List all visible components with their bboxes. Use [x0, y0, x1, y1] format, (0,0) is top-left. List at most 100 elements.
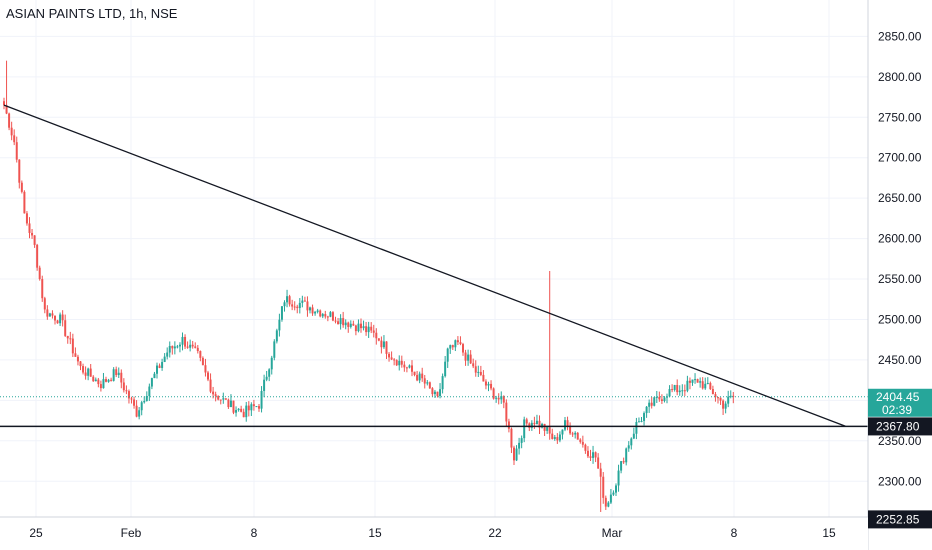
candle	[117, 367, 120, 378]
candle-body	[298, 302, 301, 309]
candle	[311, 304, 314, 316]
candle-body	[694, 379, 697, 381]
candle-body	[714, 394, 717, 398]
candle-body	[135, 405, 138, 417]
candle-body	[546, 427, 549, 431]
candle	[541, 422, 544, 429]
candle-body	[525, 419, 528, 424]
candle	[666, 393, 668, 404]
candle	[433, 389, 436, 398]
price-axis[interactable]: 2300.002350.002400.002450.002500.002550.…	[867, 0, 932, 550]
candle	[260, 386, 263, 413]
candle-body	[20, 182, 23, 192]
candle-body	[214, 394, 217, 396]
candle	[201, 356, 204, 366]
candle-body	[41, 279, 44, 299]
candle	[76, 354, 79, 366]
candle	[454, 339, 457, 352]
candle	[265, 370, 268, 382]
candle	[569, 422, 572, 435]
candle-body	[329, 312, 332, 317]
candle	[507, 418, 510, 433]
candle-body	[586, 450, 589, 457]
candle-body	[357, 323, 360, 332]
candle	[653, 396, 656, 407]
candle-body	[594, 452, 597, 458]
candle	[252, 399, 255, 411]
candle-body	[107, 379, 110, 382]
candle	[153, 371, 156, 379]
candle-body	[349, 323, 352, 327]
candle	[245, 401, 248, 422]
candle-body	[87, 368, 90, 376]
candle	[342, 311, 345, 328]
candle	[224, 398, 227, 400]
candle	[594, 451, 597, 463]
candle	[173, 341, 176, 355]
candle-body	[176, 346, 179, 348]
time-axis[interactable]: 25 Feb 8 15 22 Mar 8 15	[0, 516, 868, 550]
candle-body	[533, 422, 536, 425]
candle	[683, 384, 686, 396]
candle-body	[79, 361, 82, 367]
candle	[620, 461, 623, 474]
candle	[5, 60, 8, 115]
candle-body	[497, 397, 500, 400]
candle-body	[247, 405, 250, 411]
candle	[240, 405, 243, 413]
candle	[441, 373, 444, 394]
candle	[263, 374, 266, 398]
candle-body	[428, 382, 431, 389]
candle	[135, 400, 138, 418]
candle-body	[309, 307, 311, 311]
candle	[535, 414, 538, 425]
candle-body	[127, 391, 130, 399]
candle	[344, 319, 347, 330]
candle	[706, 377, 709, 385]
candle-body	[199, 351, 202, 358]
candle-body	[719, 397, 722, 401]
candle-body	[510, 428, 513, 448]
candle	[625, 447, 628, 466]
candle	[127, 389, 130, 404]
candle-body	[38, 267, 41, 280]
candle-body	[250, 404, 253, 411]
candle	[671, 384, 674, 393]
time-tick-label: 15	[368, 526, 382, 540]
candle-body	[729, 395, 732, 397]
candle	[23, 190, 26, 214]
candle	[171, 345, 174, 355]
candle-body	[227, 399, 230, 408]
candle	[10, 121, 13, 141]
level-price-label: 2252.85	[876, 512, 920, 526]
candle	[411, 360, 413, 377]
candle	[439, 383, 442, 399]
candle	[388, 352, 391, 362]
candle	[186, 341, 189, 349]
candle-body	[354, 325, 357, 332]
candle	[637, 417, 640, 423]
candle	[556, 433, 559, 444]
candle	[357, 319, 360, 333]
candle	[125, 385, 128, 395]
candle-body	[71, 338, 74, 354]
candle-body	[717, 397, 719, 399]
candle	[479, 365, 482, 377]
candle	[607, 501, 610, 508]
candle-body	[564, 420, 566, 430]
candle	[597, 453, 600, 469]
candle-body	[416, 374, 419, 381]
price-tick-label: 2500.00	[878, 312, 922, 326]
candle	[92, 375, 95, 382]
candle-body	[464, 352, 467, 361]
candle	[15, 136, 18, 163]
candle-body	[370, 326, 373, 331]
candle-body	[421, 373, 424, 379]
candle-body	[405, 367, 408, 369]
candle	[487, 381, 490, 392]
candle-body	[423, 378, 426, 384]
candle-body	[400, 360, 403, 365]
candle	[347, 321, 350, 333]
candle-body	[8, 113, 11, 128]
